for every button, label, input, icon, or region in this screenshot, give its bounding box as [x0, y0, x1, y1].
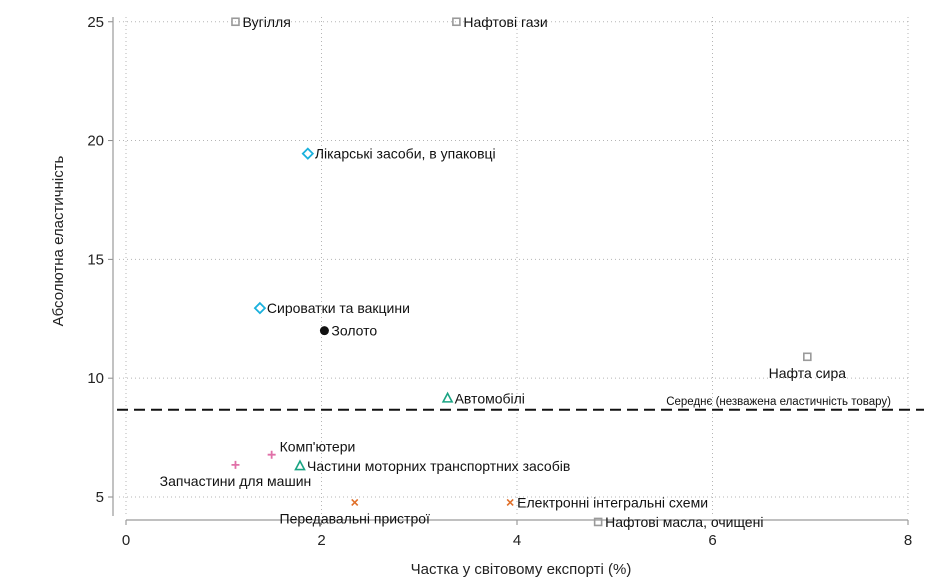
data-point: Золото [319, 323, 377, 339]
x-marker [351, 498, 359, 507]
data-point: Вугілля [231, 14, 291, 30]
point-label: Запчастини для машин [160, 473, 312, 489]
mean-reference-label: Середнє (незважена еластичність товару) [666, 396, 891, 408]
data-point: Автомобілі [441, 390, 525, 406]
x-tick-label: 2 [317, 532, 325, 549]
grid [119, 17, 909, 516]
point-label: Електронні інтегральні схеми [517, 494, 708, 510]
data-point: Електронні інтегральні схеми [506, 494, 708, 510]
point-label: Передавальні пристрої [280, 510, 431, 526]
data-point: Комп'ютери [267, 439, 356, 459]
data-point: Нафта сира [769, 352, 847, 381]
data-point: Нафтові масла, очищені [593, 514, 763, 530]
triangle-marker [441, 391, 454, 403]
point-label: Золото [331, 323, 377, 339]
point-label: Нафта сира [769, 365, 847, 381]
point-label: Частини моторних транспортних засобів [307, 458, 570, 474]
data-points: Вугілля Нафтові гази Лікарські засоби, в у… [160, 14, 847, 530]
data-point: Лікарські засоби, в упаковці [301, 146, 496, 162]
y-tick-label: 25 [87, 14, 104, 31]
x-axis-title: Частка у світовому експорті (%) [411, 561, 632, 578]
x-tick-label: 6 [708, 532, 716, 549]
square-marker [593, 517, 603, 527]
y-tick-label: 15 [87, 251, 104, 268]
data-point: Частини моторних транспортних засобів [294, 458, 570, 474]
square-marker [803, 352, 812, 362]
square-marker [231, 17, 240, 27]
point-label: Комп'ютери [280, 439, 356, 455]
data-point: Нафтові гази [452, 14, 548, 30]
y-axis-title: Абсолютна еластичність [50, 155, 67, 326]
point-label: Нафтові гази [463, 14, 547, 30]
point-label: Сироватки та вакцини [267, 300, 410, 316]
y-tick-label: 5 [96, 489, 104, 506]
data-point: Сироватки та вакцини [253, 300, 410, 316]
point-label: Вугілля [242, 14, 290, 30]
x-marker [506, 498, 514, 507]
y-tick-label: 20 [87, 133, 104, 150]
y-tick-label: 10 [87, 370, 104, 387]
reference-line-group: Середнє (незважена еластичність товару) [117, 396, 924, 411]
plus-marker [267, 450, 276, 459]
x-tick-label: 4 [513, 532, 521, 549]
plus-marker [231, 460, 240, 469]
axes: Частка у світовому експорті (%) Абсолютн… [50, 14, 912, 578]
circle-marker [319, 326, 329, 336]
point-label: Автомобілі [455, 390, 525, 406]
diamond-marker [301, 147, 315, 160]
x-tick-label: 8 [904, 532, 912, 549]
data-point: Передавальні пристрої [280, 498, 431, 526]
x-tick-label: 0 [122, 532, 130, 549]
data-point: Запчастини для машин [160, 460, 312, 489]
point-label: Лікарські засоби, в упаковці [315, 146, 496, 162]
triangle-marker [294, 459, 306, 471]
diamond-marker [253, 301, 267, 315]
square-marker [452, 17, 461, 27]
point-label: Нафтові масла, очищені [605, 514, 763, 530]
